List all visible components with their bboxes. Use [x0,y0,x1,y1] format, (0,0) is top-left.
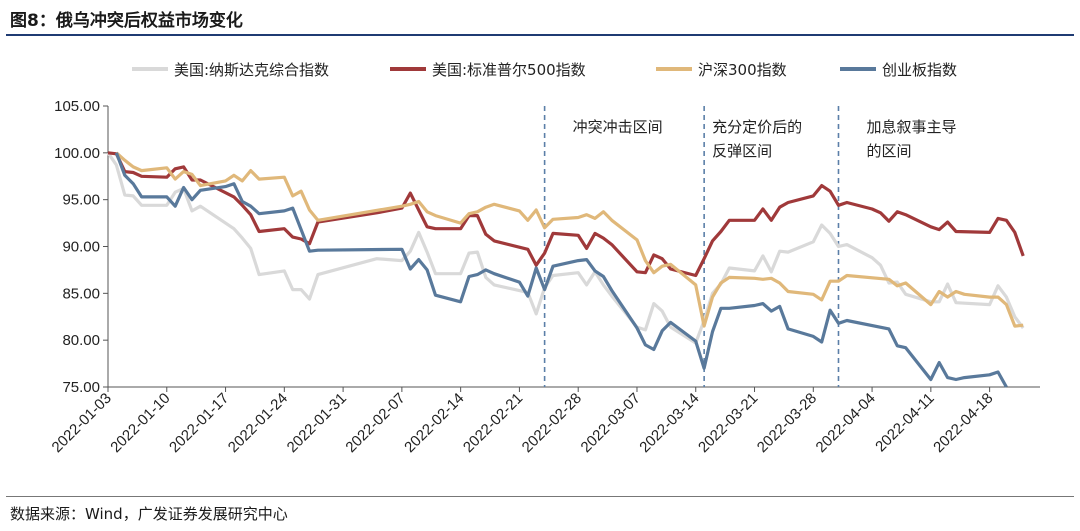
y-tick-label: 85.00 [62,285,100,302]
x-tick-label: 2022-02-21 [460,390,526,456]
legend-label: 沪深300指数 [698,61,787,79]
annotation-text: 加息叙事主导 [866,118,956,136]
x-tick-label: 2022-02-07 [342,390,408,456]
x-tick-label: 2022-01-03 [49,390,115,456]
annotation-text: 充分定价后的 [712,118,802,136]
x-tick-label: 2022-02-28 [519,390,585,456]
figure-title: 图8：俄乌冲突后权益市场变化 [10,11,243,31]
x-tick-label: 2022-02-14 [401,390,467,456]
y-tick-label: 90.00 [62,239,100,256]
legend-label: 创业板指数 [882,61,957,79]
y-tick-label: 105.00 [54,98,100,115]
x-tick-label: 2022-03-21 [695,390,761,456]
line-chart: 75.00 80.00 85.00 90.00 95.00 100.00 105.00 202… [49,61,1040,456]
legend-label: 美国:标准普尔500指数 [432,61,586,79]
legend-label: 美国:纳斯达克综合指数 [174,61,329,79]
x-tick-label: 2022-01-31 [284,390,350,456]
y-tick-label: 80.00 [62,332,100,349]
y-tick-label: 100.00 [54,145,100,162]
x-tick-label: 2022-01-17 [166,390,232,456]
x-tick-label: 2022-04-04 [813,390,879,456]
annotation-text: 反弹区间 [712,142,772,160]
annotation-text: 冲突冲击区间 [573,118,663,136]
series-line [114,152,1008,388]
y-tick-label: 95.00 [62,192,100,209]
source-note: 数据来源：Wind，广发证券发展研究中心 [10,505,288,523]
annotation-text: 的区间 [866,142,911,160]
x-tick-label: 2022-03-28 [754,390,820,456]
x-tick-label: 2022-03-14 [636,390,702,456]
x-tick-label: 2022-01-10 [107,390,173,456]
x-tick-label: 2022-04-18 [930,390,996,456]
series-line [115,151,1024,328]
title-divider [6,34,1074,36]
x-tick-label: 2022-04-11 [872,390,937,455]
y-tick-label: 75.00 [62,379,100,396]
x-tick-label: 2022-03-07 [578,390,644,456]
series-line [106,151,1025,345]
x-tick-label: 2022-01-24 [225,390,291,456]
series-line [107,151,1025,278]
source-divider [6,496,1074,497]
